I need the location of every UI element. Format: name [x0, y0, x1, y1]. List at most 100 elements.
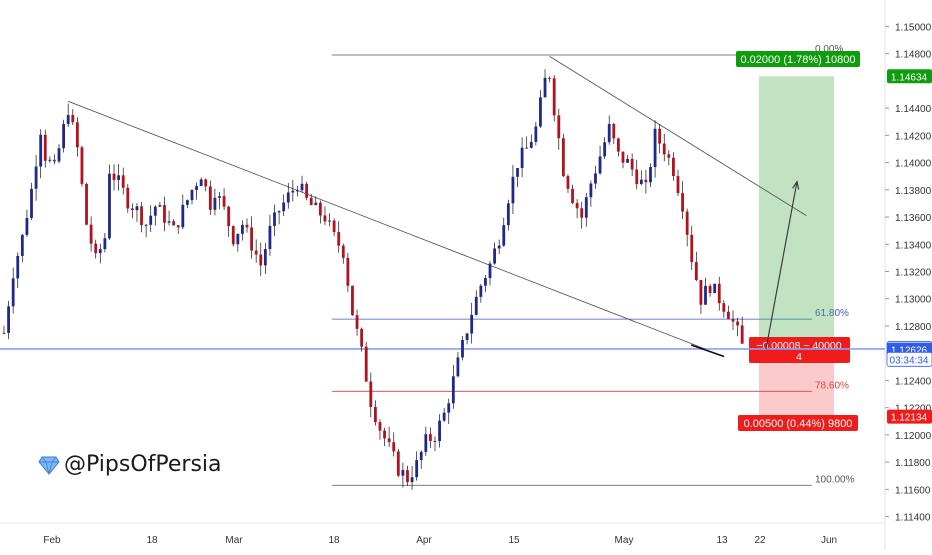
candle-body: [355, 315, 359, 329]
candle-body: [245, 224, 249, 228]
x-tick-label: 18: [146, 535, 158, 546]
diamond-icon: [38, 456, 60, 475]
price-tag-bg: [887, 409, 932, 424]
candle-body: [722, 303, 726, 312]
candle-body: [396, 451, 400, 476]
candle-body: [2, 332, 6, 334]
candle-body: [85, 183, 88, 225]
candle-body: [575, 202, 579, 209]
candle-body: [48, 159, 52, 161]
candle-body: [406, 470, 409, 483]
candle-body: [727, 311, 730, 320]
candle-body: [140, 206, 143, 226]
y-tick-label: 1.14800: [895, 50, 932, 61]
x-tick-label: 22: [754, 535, 766, 546]
candle-body: [121, 175, 125, 188]
candle-body: [598, 156, 602, 174]
candle-body: [566, 176, 570, 189]
y-tick-label: 1.14400: [895, 104, 932, 115]
stop-label: 0.00500 (0.44%) 9800: [738, 415, 858, 431]
candle-body: [717, 283, 721, 304]
candle-body: [314, 202, 318, 206]
candle-body: [415, 460, 419, 478]
candle-body: [653, 128, 657, 168]
candle-body: [644, 179, 648, 183]
candle-body: [616, 138, 620, 152]
candle-body: [273, 212, 276, 226]
candle-body: [53, 159, 56, 162]
candle-body: [323, 215, 327, 222]
x-tick-label: 18: [328, 535, 340, 546]
price-tag-text: 1.14634: [891, 72, 928, 83]
candle-body: [607, 123, 611, 143]
candle-body: [337, 232, 341, 246]
stop-label-text: 0.00500 (0.44%) 9800: [744, 418, 853, 430]
y-tick-label: 1.11400: [895, 513, 931, 524]
price-tag: 03:34:34: [886, 351, 932, 367]
candle-body: [511, 176, 515, 204]
candle-body: [694, 262, 698, 281]
candle-body: [584, 197, 588, 218]
y-tick-label: 1.15000: [895, 22, 932, 33]
candle-body: [451, 376, 455, 404]
candle-body: [410, 477, 414, 483]
candle-body: [474, 296, 478, 315]
candle-body: [488, 263, 492, 279]
y-tick-label: 1.12000: [895, 431, 932, 442]
candle-body: [158, 205, 162, 207]
target-label: 0.02000 (1.78%) 10800: [736, 51, 860, 67]
candle-body: [594, 173, 597, 184]
candle-body: [231, 226, 235, 245]
x-tick-label: Jun: [821, 535, 837, 546]
candle-body: [543, 77, 547, 98]
y-tick-label: 1.12400: [895, 376, 932, 387]
candle-body: [506, 203, 510, 226]
candle-body: [250, 227, 253, 251]
candle-body: [222, 196, 226, 207]
candle-body: [561, 138, 565, 177]
x-tick-label: 15: [508, 535, 520, 546]
candle-body: [392, 442, 396, 452]
candle-body: [300, 183, 304, 191]
candle-body: [30, 188, 33, 218]
candle-body: [108, 173, 111, 239]
candle-body: [75, 122, 79, 148]
fib-level-label: 78.60%: [815, 380, 849, 391]
candle-body: [736, 321, 739, 326]
candle-body: [208, 186, 212, 210]
candle-body: [218, 196, 221, 198]
candle-body: [282, 202, 286, 212]
candle-body: [305, 183, 309, 198]
candle-body: [525, 147, 529, 149]
y-tick-label: 1.13400: [895, 240, 932, 251]
candle-body: [612, 123, 616, 139]
position-info-line1: −0.00008 ~ 40000: [756, 340, 841, 352]
y-tick-label: 1.14200: [895, 131, 932, 142]
candle-body: [277, 211, 281, 213]
candle-body: [667, 154, 671, 158]
projection-arrow-line: [765, 181, 798, 350]
candle-body: [66, 114, 70, 125]
y-tick-label: 1.13200: [895, 268, 932, 279]
candle-body: [25, 217, 29, 235]
candle-body: [662, 143, 666, 155]
y-tick-label: 1.14000: [895, 159, 932, 170]
candle-body: [153, 206, 157, 216]
candle-body: [479, 285, 483, 297]
candle-body: [369, 381, 373, 407]
candle-body: [740, 325, 744, 344]
candle-body: [520, 147, 524, 169]
candle-body: [199, 179, 203, 187]
target-label-text: 0.02000 (1.78%) 10800: [741, 54, 856, 66]
candle-body: [11, 278, 15, 307]
candle-body: [635, 169, 639, 185]
fib-level-label: 61.80%: [815, 308, 849, 319]
candle-body: [552, 78, 556, 116]
candle-body: [241, 224, 244, 234]
position-info-line2: 4: [796, 351, 802, 363]
candle-body: [383, 430, 386, 439]
y-tick-label: 1.13000: [895, 295, 932, 306]
candle-body: [163, 205, 166, 223]
candle-body: [144, 224, 148, 226]
